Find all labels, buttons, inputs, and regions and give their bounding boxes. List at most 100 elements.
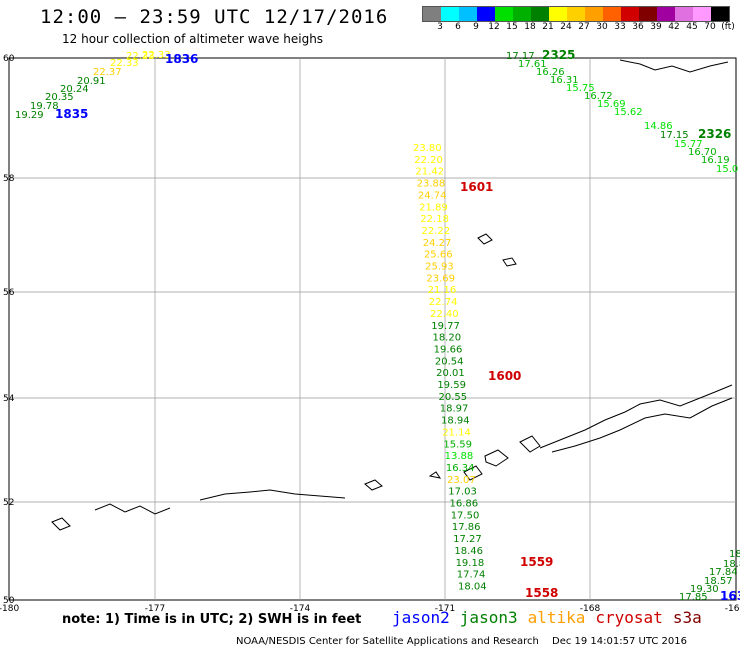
longitude-tick-label: -177: [145, 604, 165, 614]
scale-swatch: [603, 7, 621, 21]
wave-height-label: 21.42: [415, 167, 444, 178]
wave-height-label: 17.17: [506, 51, 535, 62]
scale-label: 33: [614, 22, 626, 32]
latitude-tick-label: 56: [3, 288, 15, 298]
scale-swatch: [441, 7, 459, 21]
wave-height-label: 23.69: [426, 273, 455, 284]
scale-swatch: [495, 7, 513, 21]
credit-line: NOAA/NESDIS Center for Satellite Applica…: [236, 636, 539, 647]
wave-height-label: 15.69: [597, 99, 626, 110]
island-unimak: [519, 435, 541, 453]
wave-height-label: 22.33: [142, 50, 171, 61]
wave-height-label: 21.89: [419, 202, 448, 213]
satellite-legend: jason2 jason3 altika cryosat s3a: [392, 608, 712, 627]
scale-swatch: [459, 7, 477, 21]
longitude-tick-label: -174: [290, 604, 311, 614]
wave-height-label: 18.94: [441, 416, 470, 427]
scale-swatch: [621, 7, 639, 21]
wave-height-label: 17.27: [453, 534, 482, 545]
wave-height-label: 20.01: [436, 368, 465, 379]
map-note: note: 1) Time is in UTC; 2) SWH is in fe…: [62, 612, 362, 627]
wave-height-label: 19.59: [437, 380, 466, 391]
scale-label: 30: [596, 22, 608, 32]
wave-height-label: 23.88: [417, 179, 446, 190]
wave-height-label: 17.84: [709, 567, 738, 578]
wave-height-label: 17.15: [660, 130, 689, 141]
scale-swatch: [675, 7, 693, 21]
map-subtitle: 12 hour collection of altimeter wave hei…: [62, 32, 324, 46]
wave-height-label: 16.34: [446, 463, 475, 474]
wave-height-label: 22.37: [93, 67, 122, 78]
scale-label: 12: [488, 22, 500, 32]
wave-height-label: 19.30: [690, 584, 719, 595]
longitude-tick-label: -180: [0, 604, 19, 614]
wave-height-label: 15.0: [716, 164, 738, 175]
scale-swatch: [513, 7, 531, 21]
generation-timestamp: Dec 19 14:01:57 UTC 2016: [552, 636, 687, 647]
scale-label: 42: [668, 22, 680, 32]
legend-item-jason3: jason3: [459, 608, 518, 627]
wave-height-label: 20.55: [439, 392, 468, 403]
legend-item-s3a: s3a: [672, 608, 702, 627]
scale-label: 3: [437, 22, 443, 32]
wave-height-label: 22.33: [110, 58, 139, 69]
wave-height-label: 18.20: [432, 333, 461, 344]
scale-label: 36: [632, 22, 644, 32]
scale-swatch: [693, 7, 711, 21]
wave-height-label: 15.75: [566, 83, 595, 94]
island-atka: [364, 479, 383, 491]
wave-height-label: 17.03: [448, 487, 477, 498]
wave-height-label: 15.77: [674, 139, 703, 150]
wave-height-label: 25.93: [425, 262, 454, 273]
island-islands-of-four-mountains: [428, 471, 442, 479]
wave-height-label: 18.57: [704, 576, 733, 587]
scale-swatch: [477, 7, 495, 21]
axis-ticks: -180 -177 -174 -171 -168 -165 60 58 56 54 52 50: [0, 54, 740, 614]
wave-height-label: 18.04: [458, 581, 487, 592]
legend-item-altika: altika: [527, 608, 586, 627]
track-1558-1601: 23.8022.2021.4223.8824.7421.8922.1822.22…: [413, 143, 558, 600]
wave-height-label: 18.97: [440, 404, 469, 415]
wave-height-label: 17.86: [452, 522, 481, 533]
scale-swatch: [639, 7, 657, 21]
wave-height-label: 22.18: [420, 214, 449, 225]
scale-label: 9: [473, 22, 479, 32]
scale-swatch: [423, 7, 441, 21]
scale-label: (ft): [721, 22, 735, 32]
wave-height-color-scale: [422, 6, 730, 22]
wave-height-label: 16.86: [449, 499, 478, 510]
wave-height-label: 18.46: [454, 546, 483, 557]
island-pribilof-st-george: [502, 257, 517, 267]
scale-label: 24: [560, 22, 572, 32]
latitude-tick-label: 50: [3, 596, 15, 606]
wave-height-label: 21.16: [428, 285, 457, 296]
scale-swatch: [585, 7, 603, 21]
wave-height-label: 20.24: [60, 84, 89, 95]
wave-height-label: 22.33: [126, 51, 155, 62]
scale-label: 45: [686, 22, 698, 32]
wave-height-label: 17.74: [457, 570, 486, 581]
wave-height-label: 18: [729, 549, 740, 560]
scale-label: 18: [524, 22, 536, 32]
wave-height-label: 22.20: [414, 155, 443, 166]
latitude-tick-label: 58: [3, 174, 15, 184]
wave-height-label: 16.70: [688, 147, 717, 158]
wave-height-label: 20.35: [45, 92, 74, 103]
map-grid: [9, 58, 736, 600]
scale-label: 15: [506, 22, 518, 32]
wave-height-label: 17.85: [679, 592, 708, 603]
satellite-tracks: 19.2919.7820.3520.2420.9122.3722.3322.33…: [15, 48, 740, 603]
scale-swatch: [567, 7, 585, 21]
aleutian-chain-west: [94, 503, 171, 515]
track-2325-2326: 17.1717.6116.2616.3115.7516.7215.6915.62…: [506, 48, 738, 175]
wave-height-label: 24.74: [418, 190, 447, 201]
track-1835-1836: 19.2919.7820.3520.2420.9122.3722.3322.33…: [15, 50, 198, 121]
latitude-tick-label: 54: [3, 394, 15, 404]
wave-height-label: 25.66: [424, 250, 453, 261]
pass-time-label: 1558: [525, 586, 558, 600]
pass-time-label: 1600: [488, 369, 521, 383]
pass-time-label: 2326: [698, 127, 731, 141]
wave-height-label: 16.72: [584, 91, 613, 102]
legend-item-jason2: jason2: [392, 608, 450, 627]
island-umnak: [463, 465, 483, 481]
